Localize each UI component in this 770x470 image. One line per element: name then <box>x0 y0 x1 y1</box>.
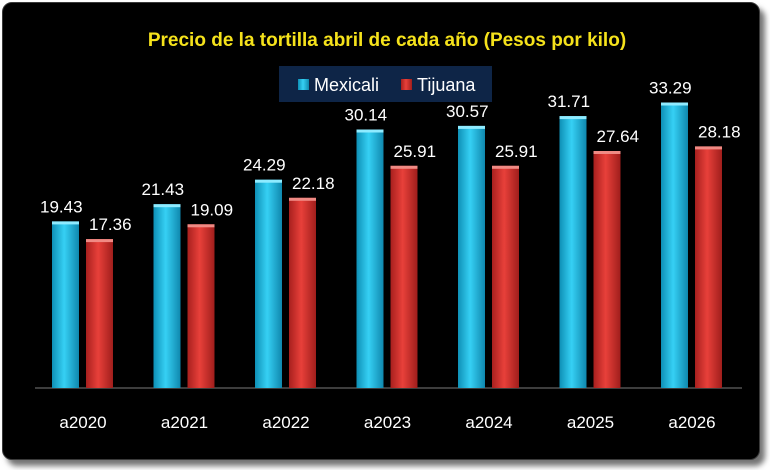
bar-mexicali-a2020 <box>52 221 79 388</box>
bar-tijuana-a2020 <box>86 239 113 388</box>
bar-mexicali-a2025 <box>559 116 587 388</box>
bar-tijuana-a2024 <box>492 165 519 388</box>
bars-group <box>52 102 722 389</box>
value-label-tijuana-a2020: 17.36 <box>89 215 132 234</box>
legend-swatch-tijuana <box>401 79 412 90</box>
bar-tijuana-a2023 <box>390 165 418 388</box>
legend-label-mexicali: Mexicali <box>314 75 379 95</box>
x-tick-label-a2024: a2024 <box>465 413 512 432</box>
bar-cap-tijuana-a2020 <box>86 239 113 243</box>
value-label-mexicali-a2026: 33.29 <box>649 79 692 98</box>
bar-tijuana-a2026 <box>695 146 722 388</box>
value-label-mexicali-a2023: 30.14 <box>345 106 388 125</box>
value-label-tijuana-a2022: 22.18 <box>292 174 335 193</box>
value-label-mexicali-a2022: 24.29 <box>243 156 286 175</box>
bar-tijuana-a2025 <box>593 151 621 388</box>
legend-box <box>279 66 492 102</box>
x-tick-label-a2022: a2022 <box>262 413 309 432</box>
legend-label-tijuana: Tijuana <box>417 75 476 95</box>
bar-cap-tijuana-a2022 <box>289 197 316 201</box>
value-label-mexicali-a2025: 31.71 <box>548 92 591 111</box>
chart-title: Precio de la tortilla abril de cada año … <box>148 30 626 51</box>
bar-mexicali-a2022 <box>255 179 282 388</box>
bar-cap-mexicali-a2023 <box>356 129 384 133</box>
bar-cap-mexicali-a2022 <box>255 179 282 183</box>
bar-mexicali-a2023 <box>356 129 384 388</box>
bar-cap-mexicali-a2026 <box>661 102 688 106</box>
value-label-tijuana-a2026: 28.18 <box>698 122 741 141</box>
value-label-tijuana-a2024: 25.91 <box>495 142 538 161</box>
bar-cap-tijuana-a2023 <box>390 165 418 169</box>
legend: Mexicali Tijuana <box>279 66 492 102</box>
legend-swatch-mexicali <box>298 79 309 90</box>
value-label-mexicali-a2021: 21.43 <box>142 180 185 199</box>
x-tick-label-a2021: a2021 <box>161 413 208 432</box>
bar-mexicali-a2021 <box>153 204 181 388</box>
bar-cap-mexicali-a2024 <box>458 125 485 129</box>
value-labels-group: 19.43 17.36 21.43 19.09 24.29 22.18 30.14 25.91… <box>40 79 741 235</box>
bar-cap-mexicali-a2021 <box>153 204 181 208</box>
bar-cap-tijuana-a2025 <box>593 151 621 154</box>
x-tick-label-a2023: a2023 <box>364 413 411 432</box>
value-label-mexicali-a2024: 30.57 <box>446 102 489 121</box>
x-tick-label-a2026: a2026 <box>668 413 715 432</box>
bar-cap-mexicali-a2020 <box>52 221 79 225</box>
bar-mexicali-a2026 <box>661 102 688 388</box>
bar-cap-tijuana-a2024 <box>492 165 519 169</box>
bar-tijuana-a2021 <box>187 224 215 388</box>
value-label-tijuana-a2021: 19.09 <box>191 200 234 219</box>
bar-cap-mexicali-a2025 <box>559 116 587 120</box>
x-tick-labels-group: a2020 a2021 a2022 a2023 a2024 a2025 a2026 <box>59 413 715 432</box>
x-tick-label-a2020: a2020 <box>59 413 106 432</box>
bar-cap-tijuana-a2026 <box>695 146 722 150</box>
value-label-tijuana-a2025: 27.64 <box>597 127 640 146</box>
bar-cap-tijuana-a2021 <box>187 224 215 228</box>
value-label-mexicali-a2020: 19.43 <box>40 197 83 216</box>
bar-mexicali-a2024 <box>458 125 485 389</box>
legend-item-tijuana: Tijuana <box>401 75 476 95</box>
value-label-tijuana-a2023: 25.91 <box>394 142 437 161</box>
x-tick-label-a2025: a2025 <box>567 413 614 432</box>
bar-tijuana-a2022 <box>289 197 316 388</box>
legend-item-mexicali: Mexicali <box>298 75 379 95</box>
